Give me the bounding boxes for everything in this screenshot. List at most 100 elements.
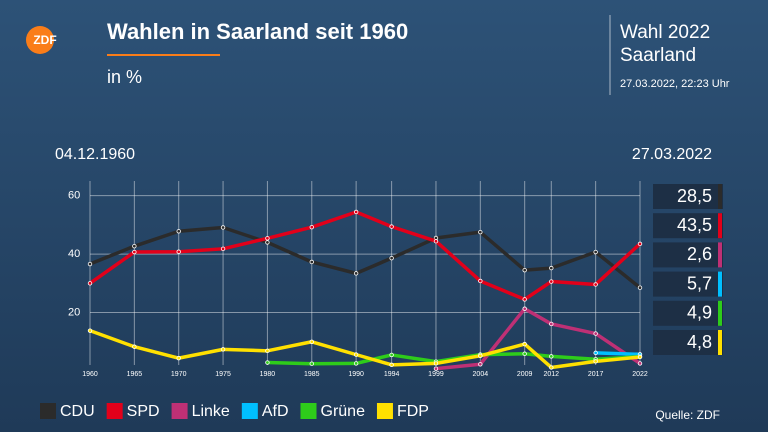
series-line [89, 329, 641, 370]
result-label: 4,9 [687, 303, 712, 323]
x-tick-label: 2009 [517, 371, 533, 378]
point [478, 229, 483, 235]
point [309, 339, 314, 344]
result-color [718, 271, 722, 297]
point [433, 239, 439, 244]
point [265, 236, 270, 241]
result-label: 5,7 [687, 273, 712, 293]
logo: ZDF [33, 33, 56, 47]
legend-swatch [40, 403, 56, 419]
timestamp: 27.03.2022, 22:23 Uhr [620, 78, 730, 90]
point [353, 209, 359, 215]
point [132, 249, 137, 255]
result-color [718, 213, 722, 239]
point [549, 279, 554, 284]
x-tick-label: 1999 [428, 371, 444, 378]
y-tick-label: 60 [68, 190, 80, 202]
point [549, 354, 554, 359]
point [549, 265, 554, 271]
point [593, 249, 598, 255]
x-tick-label: 1970 [171, 371, 187, 378]
point [176, 249, 181, 254]
point [132, 243, 137, 249]
result-label: 4,8 [687, 332, 712, 352]
point [309, 224, 314, 230]
series-line [88, 210, 642, 302]
point [220, 246, 226, 252]
point [522, 341, 527, 347]
point [309, 259, 314, 265]
point [353, 352, 359, 357]
legend-label: Linke [192, 403, 230, 420]
legend-swatch [300, 403, 317, 419]
legend-label: CDU [60, 403, 95, 420]
y-tick-label: 20 [68, 306, 80, 318]
point [522, 267, 527, 273]
point [389, 255, 394, 261]
point [433, 361, 439, 366]
logo-circle [26, 26, 54, 54]
point [87, 281, 93, 286]
point [433, 366, 439, 371]
legend-swatch [376, 403, 393, 419]
point [389, 224, 394, 229]
region: Saarland [620, 45, 696, 66]
point [87, 328, 93, 333]
legend-label: AfD [262, 403, 289, 420]
result-label: 43,5 [677, 215, 712, 235]
legend-swatch [241, 403, 258, 419]
point [389, 352, 394, 358]
x-tick-label: 1994 [384, 371, 400, 378]
x-tick-label: 1965 [127, 371, 143, 378]
result-color [718, 242, 722, 268]
result-color [718, 184, 722, 209]
legend-swatch [171, 403, 188, 419]
point [522, 306, 527, 311]
point [132, 344, 137, 349]
point [353, 271, 359, 276]
point [265, 348, 270, 354]
legend-label: Grüne [321, 403, 366, 420]
point [593, 359, 598, 364]
point [522, 351, 527, 356]
result-box [653, 271, 723, 297]
point [478, 362, 483, 367]
start-label: 04.12.1960 [55, 146, 135, 163]
point [176, 355, 181, 361]
point [265, 240, 270, 245]
point [593, 331, 598, 336]
x-tick-label: 1975 [215, 371, 231, 378]
x-tick-label: 1990 [348, 371, 364, 378]
point [549, 321, 554, 327]
legend-swatch [106, 403, 123, 419]
y-tick-label: 40 [68, 248, 80, 260]
end-label: 27.03.2022 [632, 146, 712, 163]
result-box [653, 330, 723, 355]
result-box [653, 300, 723, 326]
result-color [718, 300, 722, 326]
legend-label: SPD [127, 403, 160, 420]
point [389, 362, 394, 368]
legend-label: FDP [397, 403, 429, 420]
x-tick-label: 2022 [632, 371, 648, 378]
point [176, 229, 181, 234]
series-line [595, 351, 641, 357]
result-label: 28,5 [677, 186, 712, 206]
election: Wahl 2022 [620, 22, 710, 43]
x-tick-label: 1980 [260, 371, 276, 378]
point [637, 241, 643, 247]
result-label: 2,6 [687, 244, 712, 264]
point [478, 278, 483, 284]
chart-title: Wahlen in Saarland seit 1960 [107, 19, 408, 44]
point [637, 354, 643, 360]
point [87, 261, 93, 267]
subtitle: in % [107, 67, 142, 87]
x-tick-label: 2012 [544, 371, 560, 378]
point [309, 361, 314, 366]
point [593, 282, 598, 287]
x-tick-label: 1960 [82, 371, 98, 378]
series-line [89, 225, 642, 290]
point [637, 361, 643, 366]
